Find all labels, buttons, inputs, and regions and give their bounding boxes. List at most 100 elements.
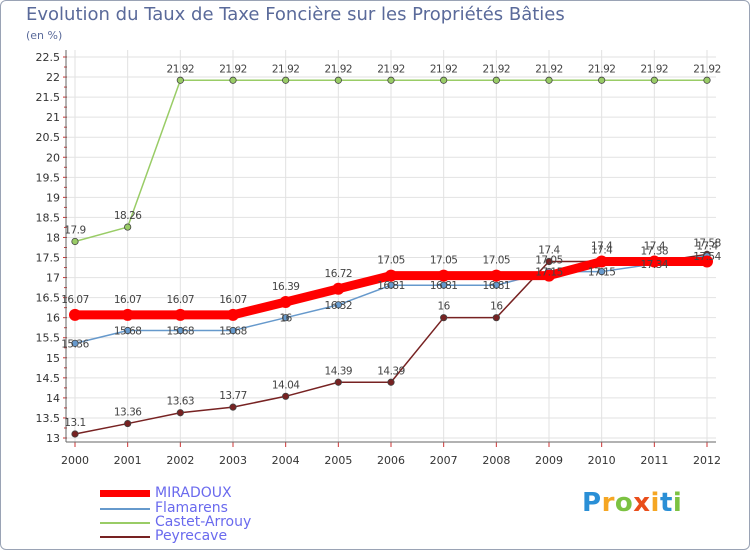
y-tick-label: 16.5 — [36, 292, 61, 305]
data-label-castet-arrouy: 21.92 — [430, 63, 458, 75]
data-label-flamarens: 17.54 — [693, 251, 721, 263]
legend-swatch-miradoux — [100, 490, 150, 497]
y-tick-label: 17 — [46, 272, 60, 285]
data-point-miradoux — [121, 308, 134, 321]
data-label-castet-arrouy: 17.9 — [64, 224, 85, 236]
data-label-peyrecave: 13.36 — [114, 407, 142, 419]
data-point-flamarens — [440, 281, 448, 289]
axes: 13 13.5 14 14.5 15 15.5 16 16.5 17 17.5 18 18.5 19 19… — [36, 50, 721, 467]
data-point-flamarens — [229, 326, 237, 335]
data-label-castet-arrouy: 21.92 — [167, 63, 195, 75]
data-label-castet-arrouy: 21.92 — [641, 63, 669, 75]
x-tick-label: 2002 — [166, 454, 194, 467]
legend-swatch-castet-arrouy — [100, 522, 150, 524]
data-label-flamarens: 15.68 — [167, 326, 195, 338]
data-point-miradoux — [490, 269, 503, 282]
grid-lines — [66, 50, 716, 442]
data-point-miradoux — [332, 282, 345, 295]
data-label-miradoux: 16.39 — [272, 281, 300, 293]
legend-label-miradoux: MIRADOUX — [155, 485, 232, 501]
data-label-peyrecave: 13.77 — [219, 390, 247, 402]
data-label-miradoux: 17.05 — [430, 255, 458, 267]
data-label-peyrecave: 14.39 — [325, 365, 353, 377]
data-label-flamarens: 16.32 — [325, 300, 353, 312]
data-label-miradoux: 17.4 — [696, 241, 718, 253]
data-point-miradoux — [69, 308, 81, 321]
data-point-flamarens — [598, 267, 606, 276]
data-point-flamarens — [124, 326, 132, 335]
data-point-castet-arrouy — [124, 223, 132, 231]
legend-item-miradoux: MIRADOUX — [100, 486, 300, 501]
data-label-castet-arrouy: 21.92 — [588, 63, 616, 75]
data-point-castet-arrouy — [282, 76, 290, 84]
data-label-flamarens: 17.34 — [641, 259, 669, 271]
y-tick-label: 22.5 — [36, 51, 61, 64]
data-label-peyrecave: 17.38 — [641, 245, 669, 257]
data-label-miradoux: 17.05 — [483, 255, 511, 267]
data-point-castet-arrouy — [440, 76, 448, 84]
y-axis-unit-label: (en %) — [26, 29, 63, 42]
logo-letter: i — [650, 488, 660, 518]
data-point-peyrecave — [71, 430, 79, 438]
data-point-miradoux — [279, 296, 292, 309]
logo-letter: r — [601, 488, 615, 518]
y-tick-label: 21.5 — [36, 91, 61, 104]
y-tick-label: 20.5 — [36, 131, 61, 144]
data-label-miradoux: 16.72 — [325, 268, 353, 280]
data-point-castet-arrouy — [650, 76, 658, 84]
data-label-miradoux: 17.05 — [377, 255, 405, 267]
x-tick-label: 2007 — [430, 454, 458, 467]
x-tick-label: 2004 — [272, 454, 300, 467]
y-tick-label: 15.5 — [36, 332, 61, 345]
data-label-peyrecave: 13.63 — [167, 396, 195, 408]
data-label-flamarens: 16.81 — [377, 280, 405, 292]
logo-letter: t — [659, 488, 673, 518]
x-tick-label: 2006 — [377, 454, 405, 467]
x-tick-label: 2010 — [588, 454, 616, 467]
y-tick-label: 19 — [46, 191, 60, 204]
data-label-castet-arrouy: 18.26 — [114, 210, 142, 222]
data-label-flamarens: 15.68 — [114, 326, 142, 338]
data-point-castet-arrouy — [176, 76, 184, 84]
data-point-castet-arrouy — [334, 76, 342, 84]
data-point-peyrecave — [492, 314, 500, 322]
x-tick-label: 2012 — [693, 454, 721, 467]
data-label-flamarens: 17.15 — [588, 267, 616, 279]
data-point-miradoux — [437, 269, 450, 282]
data-point-peyrecave — [545, 257, 553, 266]
data-label-miradoux: 17.4 — [591, 241, 613, 253]
data-label-flamarens: 15.68 — [219, 326, 247, 338]
series-points — [69, 76, 713, 438]
legend-item-flamarens: Flamarens — [100, 501, 300, 516]
y-tick-label: 14.5 — [36, 372, 61, 385]
data-label-peyrecave: 17.4 — [591, 245, 613, 257]
x-tick-label: 2001 — [114, 454, 142, 467]
data-label-peyrecave: 17.4 — [538, 245, 560, 257]
proxiti-logo: Proxiti — [582, 488, 682, 518]
data-point-peyrecave — [334, 378, 342, 386]
logo-letter: o — [614, 488, 634, 518]
logo-letter: i — [672, 488, 683, 518]
data-point-flamarens — [71, 339, 79, 347]
data-label-peyrecave: 17.58 — [693, 237, 721, 249]
data-point-peyrecave — [387, 378, 395, 386]
y-tick-label: 13 — [46, 432, 60, 445]
y-tick-label: 16 — [46, 312, 60, 325]
data-label-peyrecave: 14.39 — [377, 365, 405, 377]
data-label-peyrecave: 16 — [437, 301, 450, 313]
data-point-miradoux — [227, 308, 239, 321]
x-tick-label: 2009 — [535, 454, 563, 467]
y-tick-label: 22 — [46, 71, 60, 84]
data-point-miradoux — [701, 255, 713, 268]
data-point-miradoux — [174, 308, 187, 321]
data-label-miradoux: 16.07 — [167, 294, 195, 306]
data-label-castet-arrouy: 21.92 — [219, 63, 247, 75]
legend-item-castet-arrouy: Castet-Arrouy — [100, 515, 300, 530]
logo-letter: x — [633, 488, 651, 518]
data-label-miradoux: 17.4 — [644, 241, 666, 253]
chart-title: Evolution du Taux de Taxe Foncière sur l… — [26, 4, 565, 25]
data-labels: 16.07 16.07 16.07 16.07 16.39 16.72 17.05 17.05… — [61, 63, 722, 429]
legend-label-flamarens: Flamarens — [155, 500, 228, 516]
y-tick-label: 15 — [46, 352, 60, 365]
